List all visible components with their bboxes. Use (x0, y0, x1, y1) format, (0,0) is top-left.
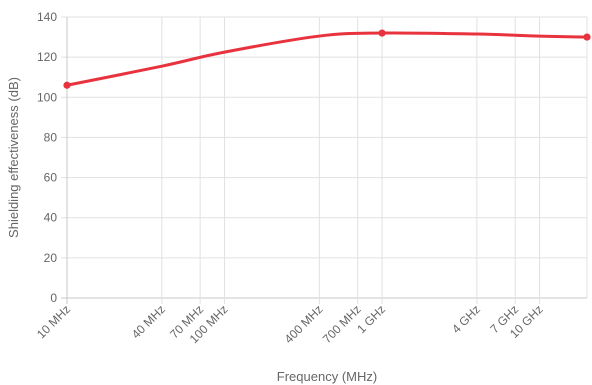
y-tick-label: 40 (44, 211, 58, 225)
x-tick-label: 1 GHz (354, 302, 388, 336)
data-point[interactable] (583, 33, 591, 41)
x-tick-label: 40 MHz (129, 302, 168, 341)
y-tick-label: 20 (44, 251, 58, 265)
y-tick-label: 0 (50, 291, 57, 305)
series-line (65, 31, 589, 87)
x-axis-title: Frequency (MHz) (277, 369, 377, 384)
x-tick-label: 4 GHz (449, 302, 483, 336)
grid (61, 16, 588, 304)
data-point[interactable] (63, 81, 71, 89)
x-tick-label: 400 MHz (282, 302, 326, 346)
series (63, 29, 591, 89)
y-tick-label: 80 (44, 130, 58, 144)
y-tick-label: 140 (37, 10, 57, 24)
x-tick-label: 10 MHz (34, 302, 73, 341)
y-tick-label: 120 (37, 50, 57, 64)
y-axis-title: Shielding effectiveness (dB) (6, 77, 21, 238)
y-tick-label: 60 (44, 171, 58, 185)
y-tick-label: 100 (37, 90, 57, 104)
data-point[interactable] (378, 29, 386, 37)
